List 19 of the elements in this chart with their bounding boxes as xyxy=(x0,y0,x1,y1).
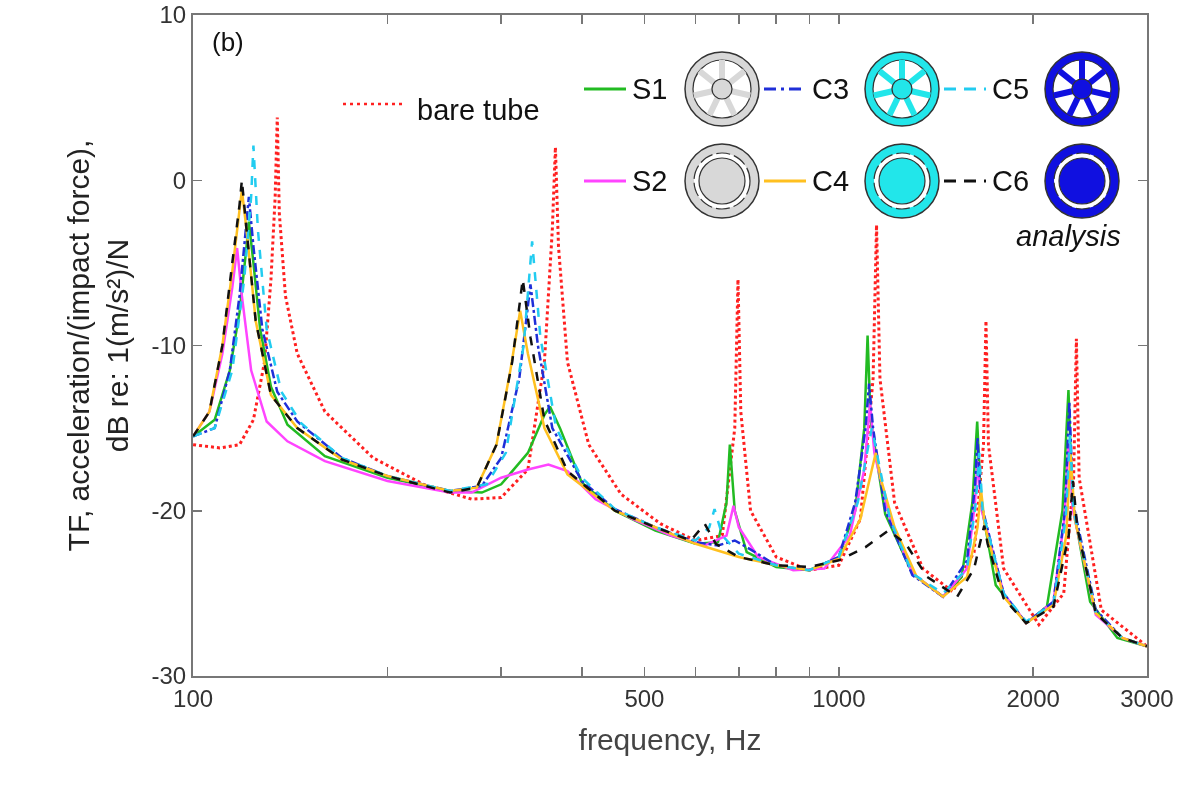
x-tick-label: 3000 xyxy=(1120,684,1174,712)
x-tick-label: 500 xyxy=(624,684,665,712)
legend-label: C4 xyxy=(812,164,850,199)
y-axis-title: TF, acceleration/(impact force), dB re: 1(m/s²)/N xyxy=(62,139,135,552)
x-tick-label: 2000 xyxy=(1006,684,1060,712)
annotation: analysis xyxy=(1016,220,1121,252)
legend-label: S1 xyxy=(632,72,668,107)
y-tick-label: -10 xyxy=(151,331,187,359)
x-axis-title: frequency, Hz xyxy=(578,722,762,756)
y-tick-label: 0 xyxy=(172,166,187,194)
legend-label: C5 xyxy=(992,72,1030,107)
legend-label: S2 xyxy=(632,164,668,199)
x-tick-label: 1000 xyxy=(812,684,866,712)
annotation: (b) xyxy=(212,27,244,57)
legend-label: bare tube xyxy=(417,93,540,128)
legend-label: C6 xyxy=(992,164,1030,199)
y-tick-label: 10 xyxy=(159,1,187,29)
legend-label: C3 xyxy=(812,72,850,107)
y-tick-label: -20 xyxy=(151,497,187,525)
